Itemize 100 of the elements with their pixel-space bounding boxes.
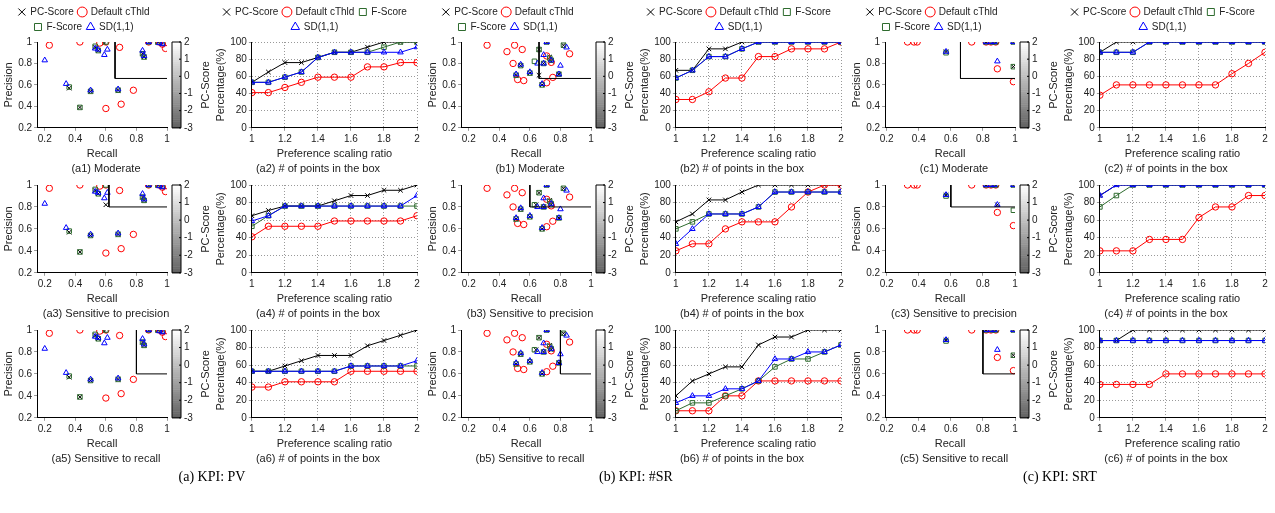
- color-bar-label: 2: [608, 178, 614, 190]
- color-bar-title: PC-Score: [623, 350, 636, 398]
- x-tick-label: 0.6: [943, 277, 959, 289]
- color-bar-label: 1: [1032, 341, 1038, 353]
- color-bar-label: -3: [1032, 121, 1042, 133]
- x-tick-label: 0.2: [37, 132, 53, 144]
- y-tick-label: 60: [659, 70, 672, 82]
- y-tick-label: 0: [1089, 121, 1096, 133]
- color-bar-label: 1: [184, 341, 190, 353]
- x-axis-title: Preference scaling ratio: [700, 437, 817, 450]
- x-tick-label: 1: [1097, 132, 1104, 144]
- color-bar-label: -1: [1032, 376, 1042, 388]
- text: (a3) Sensitive to precision: [42, 307, 170, 320]
- y-axis-title: Percentage(%): [637, 337, 650, 411]
- x-tick-label: 1.4: [1158, 132, 1174, 144]
- color-bar-title: PC-Score: [623, 205, 636, 253]
- x-tick-label: 1.4: [734, 277, 750, 289]
- x-tick-label: 1.8: [377, 132, 392, 144]
- y-tick-label: 1: [450, 323, 457, 335]
- color-bar-label: 0: [1032, 70, 1038, 82]
- x-tick-label: 1: [1012, 132, 1019, 144]
- color-bar-label: 0: [184, 358, 190, 370]
- x-tick-label: 1.2: [277, 132, 293, 144]
- y-axis-title: Percentage(%): [213, 192, 226, 266]
- color-bar-label: 1: [608, 341, 614, 353]
- x-tick-label: 1.2: [277, 422, 293, 434]
- x-tick-label: 1: [673, 277, 680, 289]
- y-axis-title: Percentage(%): [213, 48, 226, 122]
- x-tick-label: 1: [1012, 277, 1019, 289]
- x-axis-title: Recall: [86, 292, 118, 305]
- y-axis-title: Precision: [849, 351, 862, 397]
- text: (c6) # of points in the box: [1104, 452, 1228, 465]
- x-tick-label: 0.6: [522, 132, 538, 144]
- legend-label: F-Score: [894, 20, 931, 32]
- y-tick-label: 40: [235, 231, 248, 243]
- text: (b5) Sensitive to recall: [475, 452, 585, 465]
- x-tick-label: 1.6: [768, 132, 783, 144]
- x-tick-label: 1: [1097, 422, 1104, 434]
- text: (c3) Sensitive to precision: [891, 307, 1017, 320]
- y-tick-label: 0.6: [442, 78, 457, 90]
- legend-label: SD(1,1): [523, 20, 558, 32]
- x-axis-title: Preference scaling ratio: [1124, 292, 1241, 305]
- y-tick-label: 0.4: [866, 389, 881, 401]
- y-tick-label: 0.6: [18, 222, 33, 234]
- color-bar-label: 0: [184, 70, 190, 82]
- x-tick-label: 1: [1097, 277, 1104, 289]
- y-tick-label: 1: [874, 323, 881, 335]
- x-tick-label: 0.8: [975, 422, 991, 434]
- color-bar-title: PC-Score: [1047, 61, 1060, 109]
- color-bar-label: 1: [608, 196, 614, 208]
- color-bar-label: 2: [1032, 178, 1038, 190]
- legend-label: Default cThld: [90, 5, 150, 17]
- y-tick-label: 0.6: [866, 222, 881, 234]
- x-tick-label: 0.8: [129, 277, 144, 289]
- legend-label: Default cThld: [1143, 5, 1203, 17]
- color-bar-label: -1: [1032, 231, 1042, 243]
- y-tick-label: 80: [1083, 341, 1096, 353]
- color-bar-label: 2: [184, 178, 190, 190]
- y-tick-label: 0.6: [866, 78, 881, 90]
- color-bar-label: -3: [184, 411, 194, 423]
- y-tick-label: 1: [26, 323, 33, 335]
- legend-label: PC-Score: [235, 5, 279, 17]
- y-tick-label: 0.4: [866, 100, 881, 112]
- x-axis-title: Preference scaling ratio: [276, 147, 393, 160]
- x-tick-label: 1: [673, 422, 680, 434]
- y-axis-title: Percentage(%): [637, 192, 650, 266]
- text: (a4) # of points in the box: [255, 307, 381, 320]
- y-tick-label: 0.4: [866, 244, 881, 256]
- color-bar-label: -2: [184, 248, 194, 260]
- color-bar-label: 0: [608, 213, 614, 225]
- x-tick-label: 1.8: [1225, 132, 1240, 144]
- x-tick-label: 0.2: [461, 422, 477, 434]
- color-bar-label: -1: [184, 231, 194, 243]
- y-tick-label: 60: [235, 70, 248, 82]
- legend-label: Default cThld: [514, 5, 574, 17]
- y-tick-label: 100: [654, 178, 672, 190]
- x-tick-label: 1: [588, 422, 595, 434]
- x-tick-label: 1.8: [1225, 277, 1240, 289]
- y-tick-label: 0.8: [18, 345, 33, 357]
- y-tick-label: 40: [659, 376, 672, 388]
- x-tick-label: 0.8: [975, 277, 991, 289]
- color-bar-label: 1: [1032, 52, 1038, 64]
- y-tick-label: 0: [1089, 266, 1096, 278]
- color-bar-title: PC-Score: [1047, 350, 1060, 398]
- color-bar-title: PC-Score: [1047, 205, 1060, 253]
- x-tick-label: 1: [1012, 422, 1019, 434]
- y-tick-label: 20: [1083, 248, 1096, 260]
- y-tick-label: 0.6: [442, 367, 457, 379]
- text: (b2) # of points in the box: [679, 162, 805, 175]
- color-bar-label: -2: [184, 393, 194, 405]
- y-tick-label: 0: [1089, 411, 1096, 423]
- x-tick-label: 1: [164, 132, 171, 144]
- y-tick-label: 0.4: [442, 100, 457, 112]
- x-axis-title: Preference scaling ratio: [700, 147, 817, 160]
- legend-label: SD(1,1): [727, 20, 763, 32]
- x-tick-label: 1.4: [310, 422, 326, 434]
- x-axis-title: Preference scaling ratio: [1124, 147, 1241, 160]
- y-tick-label: 0.2: [18, 411, 33, 423]
- x-tick-label: 0.8: [553, 132, 568, 144]
- y-axis-title: Percentage(%): [637, 48, 650, 122]
